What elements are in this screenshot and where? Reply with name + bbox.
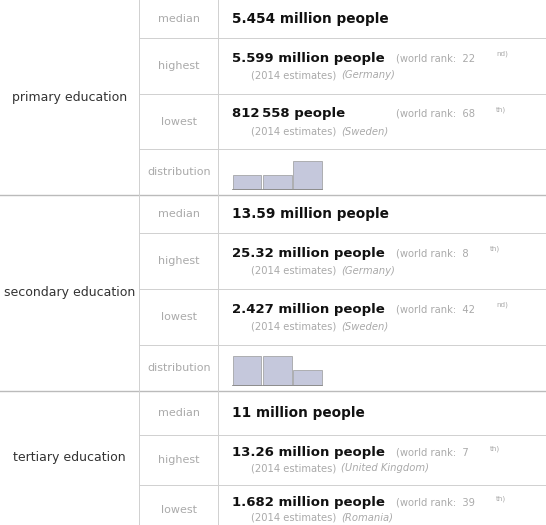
Text: 5.454 million people: 5.454 million people: [232, 12, 389, 26]
Bar: [233, 175, 262, 190]
Text: highest: highest: [158, 61, 200, 71]
Text: lowest: lowest: [161, 312, 197, 322]
Text: (world rank:  22: (world rank: 22: [396, 53, 475, 63]
Text: th): th): [496, 107, 507, 113]
Text: (2014 estimates): (2014 estimates): [251, 513, 336, 523]
Text: highest: highest: [158, 455, 200, 465]
Text: (Romania): (Romania): [341, 513, 393, 523]
Text: 25.32 million people: 25.32 million people: [232, 247, 385, 260]
Text: (world rank:  68: (world rank: 68: [396, 109, 475, 119]
Text: median: median: [158, 14, 200, 24]
Text: (2014 estimates): (2014 estimates): [251, 321, 336, 331]
Text: secondary education: secondary education: [4, 287, 135, 299]
Text: (Sweden): (Sweden): [341, 126, 389, 136]
Text: lowest: lowest: [161, 505, 197, 514]
Text: distribution: distribution: [147, 167, 211, 177]
Text: 1.682 million people: 1.682 million people: [232, 496, 385, 509]
Text: th): th): [496, 496, 507, 502]
Text: th): th): [490, 246, 500, 253]
Text: (2014 estimates): (2014 estimates): [251, 70, 336, 80]
Text: nd): nd): [496, 51, 508, 57]
Text: median: median: [158, 408, 200, 418]
Bar: [293, 371, 322, 385]
Text: 812 558 people: 812 558 people: [232, 107, 345, 120]
Text: (world rank:  42: (world rank: 42: [396, 304, 475, 314]
Bar: [263, 356, 292, 385]
Text: (world rank:  39: (world rank: 39: [396, 498, 475, 508]
Text: (world rank:  8: (world rank: 8: [396, 248, 468, 258]
Text: tertiary education: tertiary education: [13, 452, 126, 464]
Text: (United Kingdom): (United Kingdom): [341, 463, 429, 473]
Text: 2.427 million people: 2.427 million people: [232, 302, 385, 316]
Text: (2014 estimates): (2014 estimates): [251, 126, 336, 136]
Text: distribution: distribution: [147, 363, 211, 373]
Text: (2014 estimates): (2014 estimates): [251, 463, 336, 473]
Text: 13.26 million people: 13.26 million people: [232, 446, 385, 459]
Text: (world rank:  7: (world rank: 7: [396, 448, 468, 458]
Text: nd): nd): [496, 302, 508, 308]
Bar: [293, 161, 322, 190]
Text: 11 million people: 11 million people: [232, 406, 365, 420]
Text: 5.599 million people: 5.599 million people: [232, 51, 385, 65]
Text: th): th): [490, 446, 500, 453]
Text: primary education: primary education: [12, 91, 127, 104]
Text: lowest: lowest: [161, 117, 197, 127]
Text: (Sweden): (Sweden): [341, 321, 389, 331]
Text: 13.59 million people: 13.59 million people: [232, 207, 389, 222]
Text: (Germany): (Germany): [341, 70, 395, 80]
Text: highest: highest: [158, 256, 200, 266]
Text: median: median: [158, 209, 200, 219]
Bar: [233, 356, 262, 385]
Text: (2014 estimates): (2014 estimates): [251, 266, 336, 276]
Bar: [263, 175, 292, 190]
Text: (Germany): (Germany): [341, 266, 395, 276]
